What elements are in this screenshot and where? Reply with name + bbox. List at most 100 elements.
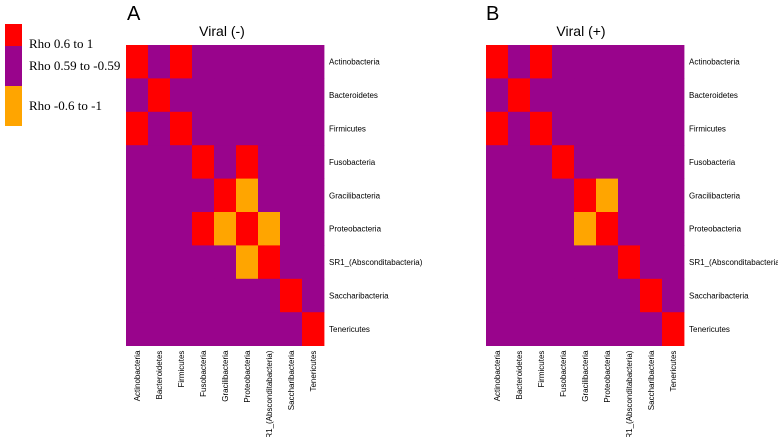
heatmap-cell [214, 312, 237, 346]
heatmap-cell [618, 178, 641, 213]
heatmap-cell [192, 245, 215, 280]
heatmap-cell [214, 212, 237, 246]
column-label: Gracilibacteria [581, 350, 590, 402]
heatmap-cell [618, 45, 641, 79]
heatmap-cell [258, 245, 281, 280]
heatmap-cell [618, 212, 641, 246]
column-label: Tenericutes [309, 351, 318, 392]
heatmap-cell [126, 278, 149, 313]
row-label: Proteobacteria [689, 225, 742, 234]
heatmap-cell [148, 212, 171, 246]
heatmap-cell [552, 312, 575, 346]
heatmap-cell [148, 178, 171, 213]
heatmap-cell [574, 145, 597, 179]
heatmap-cell [280, 45, 303, 79]
row-label: Saccharibacteria [689, 292, 749, 301]
column-label: Actinobacteria [133, 350, 142, 401]
heatmap-cell [214, 245, 237, 280]
heatmap-cell [530, 245, 553, 280]
heatmap-cell [302, 145, 325, 179]
heatmap-cell [486, 145, 509, 179]
legend-swatch-negative [5, 86, 22, 126]
heatmap-cell [508, 78, 531, 113]
heatmap-cell [574, 111, 597, 146]
heatmap-cell [508, 111, 531, 146]
heatmap-cell [552, 111, 575, 146]
heatmap-cell [552, 145, 575, 179]
heatmap-cell [574, 178, 597, 213]
heatmap-cell [596, 111, 619, 146]
row-label: Proteobacteria [329, 225, 382, 234]
heatmap-cell [574, 278, 597, 313]
heatmap-cell [302, 278, 325, 313]
heatmap-cell [596, 278, 619, 313]
heatmap-cell [530, 212, 553, 246]
heatmap-cell [192, 111, 215, 146]
heatmap-cell [662, 312, 685, 346]
heatmap-cell [486, 212, 509, 246]
heatmap-cell [148, 45, 171, 79]
heatmap-cell [640, 45, 663, 79]
heatmap-cell [574, 312, 597, 346]
heatmap-cell [258, 78, 281, 113]
heatmap-cell [126, 212, 149, 246]
heatmap-cell [170, 111, 193, 146]
heatmap-cell [148, 278, 171, 313]
heatmap-cell [640, 78, 663, 113]
heatmap-cell [596, 145, 619, 179]
heatmap-cell [258, 278, 281, 313]
heatmap-cell [530, 312, 553, 346]
heatmap-cell [170, 278, 193, 313]
heatmap-cell [552, 212, 575, 246]
heatmap-cell [170, 212, 193, 246]
heatmap-cell [662, 45, 685, 79]
heatmap-cell [640, 312, 663, 346]
heatmap-cell [508, 278, 531, 313]
heatmap-cell [192, 312, 215, 346]
heatmap-cell [126, 111, 149, 146]
panel-title: Viral (-) [199, 23, 245, 39]
heatmap-cell [302, 312, 325, 346]
heatmap-cell [280, 278, 303, 313]
heatmap-cell [236, 312, 259, 346]
heatmap-cell [192, 45, 215, 79]
column-label: Proteobacteria [603, 350, 612, 403]
heatmap-cell [530, 145, 553, 179]
column-label: Bacteroidetes [155, 351, 164, 400]
heatmap-cell [170, 312, 193, 346]
column-label: Fusobacteria [559, 350, 568, 397]
row-label: Gracilibacteria [329, 191, 381, 200]
column-label: Firmicutes [177, 351, 186, 388]
heatmap-cell [574, 78, 597, 113]
heatmap-cell [618, 245, 641, 280]
heatmap-cell [552, 45, 575, 79]
heatmap-cell [302, 212, 325, 246]
heatmap-cell [126, 178, 149, 213]
heatmap-cell [236, 45, 259, 79]
column-label: Saccharibacteria [287, 350, 296, 410]
heatmap-cell [486, 178, 509, 213]
heatmap-cell [662, 178, 685, 213]
row-label: Tenericutes [329, 325, 370, 334]
heatmap-cell [148, 78, 171, 113]
heatmap-cell [508, 45, 531, 79]
heatmap-cell [662, 145, 685, 179]
heatmap-cell [236, 145, 259, 179]
heatmap-cell [662, 111, 685, 146]
heatmap-cell [618, 312, 641, 346]
heatmap-cell [640, 111, 663, 146]
row-label: Firmicutes [329, 125, 366, 134]
column-label: Fusobacteria [199, 350, 208, 397]
heatmap-cell [596, 312, 619, 346]
heatmap-cell [280, 178, 303, 213]
heatmap-cell [302, 111, 325, 146]
panel-label: B [486, 3, 499, 25]
row-label: Actinobacteria [329, 58, 380, 67]
heatmap-cell [280, 78, 303, 113]
heatmap-cell [302, 45, 325, 79]
heatmap-cell [126, 45, 149, 79]
heatmap-cell [530, 178, 553, 213]
heatmap-cell [258, 312, 281, 346]
heatmap-cell [662, 78, 685, 113]
heatmap-cell [530, 278, 553, 313]
